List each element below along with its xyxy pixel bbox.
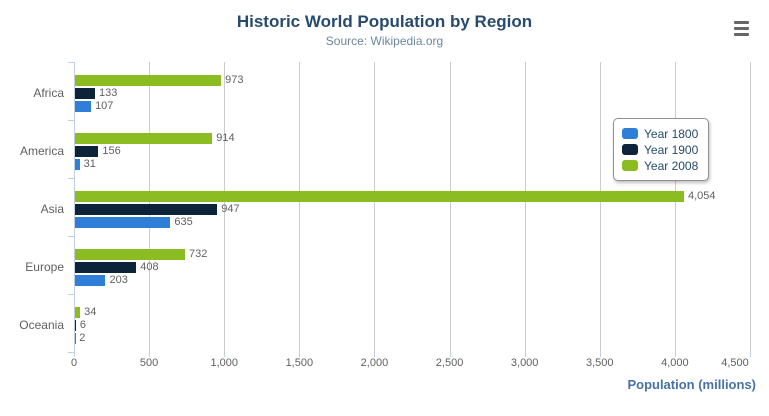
x-axis-tick xyxy=(149,352,151,357)
bar-value-label: 947 xyxy=(221,203,240,215)
bar-europe-year-1900[interactable] xyxy=(75,262,137,273)
gridline xyxy=(524,62,526,352)
x-axis-tick-label: 1,000 xyxy=(210,357,238,369)
bar-africa-year-2008[interactable] xyxy=(75,75,222,86)
gridline xyxy=(674,62,676,352)
bar-america-year-1900[interactable] xyxy=(75,146,99,157)
gridline xyxy=(750,62,751,352)
category-label: Europe xyxy=(25,260,64,274)
bar-value-label: 2 xyxy=(79,332,86,344)
legend-item-label: Year 1800 xyxy=(644,126,699,141)
gridline xyxy=(449,62,451,352)
bar-oceania-year-2008[interactable] xyxy=(75,307,81,318)
category-label: Oceania xyxy=(19,318,64,332)
bar-value-label: 973 xyxy=(225,74,244,86)
chart-subtitle: Source: Wikipedia.org xyxy=(325,34,444,48)
bar-europe-year-1800[interactable] xyxy=(75,275,106,286)
x-axis-tick xyxy=(599,352,601,357)
bar-asia-year-1900[interactable] xyxy=(75,204,218,215)
legend-item-year-1800[interactable]: Year 1800 xyxy=(622,126,698,141)
category-axis-tick xyxy=(68,62,74,63)
legend-item-label: Year 1900 xyxy=(644,142,699,157)
category-axis-line xyxy=(74,62,75,352)
x-axis-tick-label: 2,500 xyxy=(435,357,464,369)
bar-value-label: 31 xyxy=(83,158,96,170)
category-axis-tick xyxy=(68,236,74,237)
bar-value-label: 203 xyxy=(109,274,128,286)
gridline xyxy=(599,62,601,352)
bar-value-label: 6 xyxy=(79,319,87,331)
bar-value-label: 107 xyxy=(95,100,114,112)
x-axis-tick-label: 500 xyxy=(139,357,159,369)
bar-value-label: 133 xyxy=(98,87,118,99)
legend-item-year-1900[interactable]: Year 1900 xyxy=(622,142,698,157)
legend-swatch-icon xyxy=(622,144,638,155)
category-label: Africa xyxy=(33,86,64,100)
category-axis-tick xyxy=(68,294,74,295)
legend-item-year-2008[interactable]: Year 2008 xyxy=(622,158,698,173)
x-axis-tick xyxy=(524,352,526,357)
legend-item-label: Year 2008 xyxy=(644,158,699,173)
bar-asia-year-1800[interactable] xyxy=(75,217,171,228)
x-axis-tick xyxy=(750,352,751,357)
x-axis-tick xyxy=(224,352,226,357)
x-axis-tick xyxy=(374,352,376,357)
chart-title: Historic World Population by Region xyxy=(236,12,533,31)
x-axis-tick xyxy=(449,352,451,357)
bar-oceania-year-1900[interactable] xyxy=(75,320,76,331)
category-axis-tick xyxy=(68,120,74,121)
x-axis-tick xyxy=(674,352,676,357)
x-axis-tick-label: 4,000 xyxy=(661,357,689,369)
bar-value-label: 34 xyxy=(84,306,97,318)
x-axis-tick-label: 3,000 xyxy=(510,357,539,369)
bar-value-label: 732 xyxy=(188,248,208,260)
gridline xyxy=(224,62,226,352)
bar-america-year-2008[interactable] xyxy=(75,133,213,144)
bar-africa-year-1900[interactable] xyxy=(75,88,95,99)
category-label: Asia xyxy=(40,202,64,216)
x-axis-tick xyxy=(74,352,75,357)
x-axis-tick xyxy=(299,352,301,357)
bar-asia-year-2008[interactable] xyxy=(75,191,684,202)
bar-value-label: 408 xyxy=(140,261,159,273)
bar-value-label: 914 xyxy=(216,132,235,144)
plot-area: 973 133 107 914 156 31 4,054 947 635 732 408 203 34 6… xyxy=(68,62,751,357)
x-axis-tick-label: 0 xyxy=(70,357,78,369)
gridline xyxy=(299,62,301,352)
bar-africa-year-1800[interactable] xyxy=(75,101,92,112)
gridline xyxy=(374,62,376,352)
bar-america-year-1800[interactable] xyxy=(75,159,80,170)
legend: Year 1800 Year 1900 Year 2008 xyxy=(613,118,710,181)
legend-swatch-icon xyxy=(622,160,638,171)
x-axis-tick-label: 2,000 xyxy=(360,357,389,369)
bar-value-label: 635 xyxy=(174,216,193,228)
category-axis-tick xyxy=(68,178,74,179)
bar-value-label: 4,054 xyxy=(688,190,716,202)
bar-europe-year-2008[interactable] xyxy=(75,249,185,260)
bar-value-label: 156 xyxy=(102,145,121,157)
x-axis-tick-label: 4,500 xyxy=(721,357,749,369)
hamburger-menu-icon[interactable] xyxy=(734,21,749,36)
category-label: America xyxy=(19,144,64,158)
x-axis-title: Population (millions) xyxy=(627,377,756,392)
category-axis-tick xyxy=(68,352,74,353)
legend-swatch-icon xyxy=(622,128,638,139)
x-axis-tick-label: 1,500 xyxy=(285,357,314,369)
x-axis-tick-label: 3,500 xyxy=(586,357,614,369)
